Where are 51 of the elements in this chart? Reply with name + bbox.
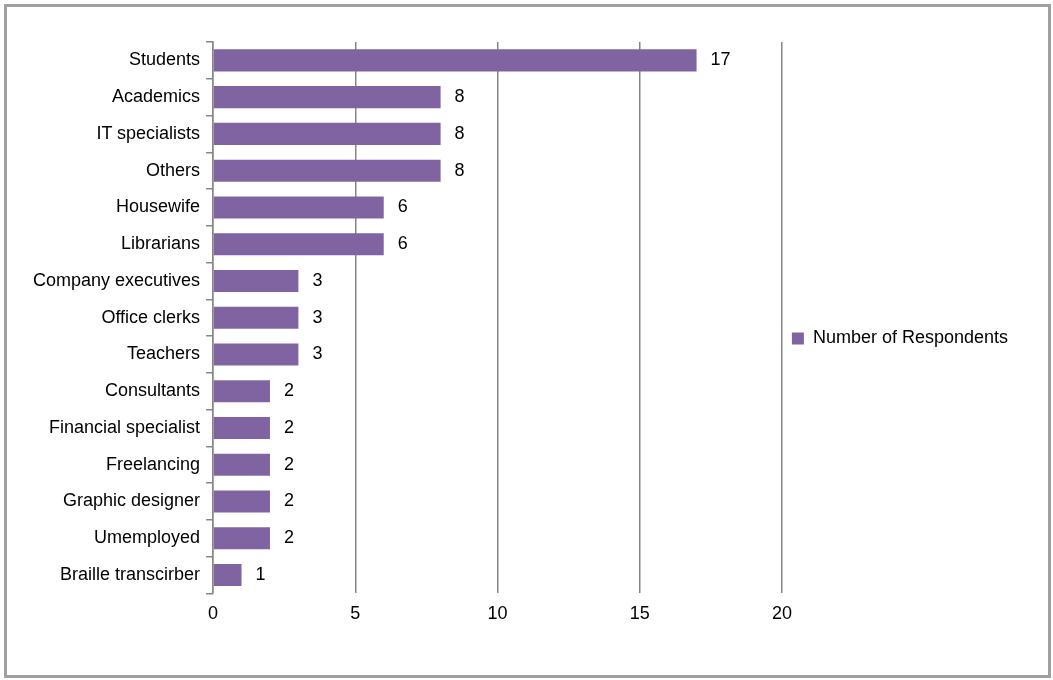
y-tick-label: IT specialists — [96, 122, 201, 143]
bar — [213, 490, 270, 513]
data-label: 2 — [283, 453, 294, 474]
data-label: 6 — [397, 233, 408, 254]
bar — [213, 306, 299, 329]
bar — [213, 196, 384, 219]
y-tick-label: Graphic designer — [63, 490, 201, 511]
bar — [213, 416, 270, 440]
bar — [213, 343, 299, 366]
y-tick-label: Financial specialist — [49, 416, 201, 437]
x-tick-label: 15 — [629, 603, 650, 624]
data-label: 2 — [283, 527, 294, 548]
bar — [213, 453, 270, 476]
x-tick-label: 0 — [208, 603, 219, 624]
data-label: 8 — [454, 122, 465, 143]
x-tick-label: 10 — [487, 603, 508, 624]
y-tick-label: Umemployed — [94, 527, 201, 548]
bar — [213, 49, 697, 72]
legend-label: Number of Respondents — [812, 327, 1008, 348]
y-tick-label: Librarians — [121, 233, 201, 254]
bar — [213, 527, 270, 550]
bar — [213, 159, 441, 182]
bar — [213, 380, 270, 403]
bar — [213, 86, 441, 109]
data-label: 2 — [283, 490, 294, 511]
y-tick-label: Housewife — [116, 196, 201, 217]
data-label: 17 — [710, 49, 731, 70]
data-label: 2 — [283, 416, 294, 437]
y-tick-label: Students — [129, 49, 201, 70]
data-label: 6 — [397, 196, 408, 217]
bar — [213, 269, 299, 292]
bar — [213, 563, 242, 587]
y-tick-label: Office clerks — [101, 306, 201, 327]
data-label: 1 — [255, 563, 266, 584]
y-tick-label: Consultants — [105, 380, 201, 401]
bar — [213, 233, 384, 256]
y-tick-label: Teachers — [127, 343, 201, 364]
y-tick-label: Freelancing — [106, 453, 201, 474]
y-tick-label: Academics — [112, 86, 201, 107]
bar — [213, 122, 441, 145]
x-tick-label: 5 — [350, 603, 361, 624]
y-tick-label: Others — [146, 159, 201, 180]
data-label: 3 — [312, 306, 323, 327]
x-tick-label: 20 — [771, 603, 792, 624]
data-label: 3 — [312, 269, 323, 290]
data-label: 8 — [454, 159, 465, 180]
data-label: 8 — [454, 86, 465, 107]
y-tick-label: Company executives — [32, 269, 201, 290]
data-label: 3 — [312, 343, 323, 364]
y-tick-label: Braille transcirber — [60, 563, 201, 584]
data-label: 2 — [283, 380, 294, 401]
